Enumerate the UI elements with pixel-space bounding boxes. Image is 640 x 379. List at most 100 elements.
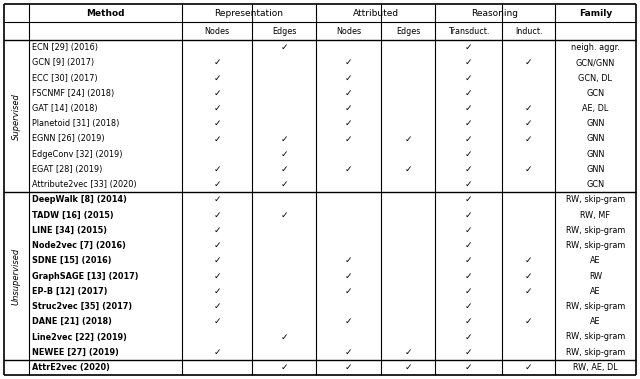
Text: RW, MF: RW, MF [580,211,611,219]
Text: ✓: ✓ [345,58,352,67]
Text: ✓: ✓ [213,211,221,219]
Text: EGAT [28] (2019): EGAT [28] (2019) [32,165,102,174]
Text: DeepWalk [8] (2014): DeepWalk [8] (2014) [32,196,127,204]
Text: GNN: GNN [586,150,605,159]
Text: ✓: ✓ [465,74,472,83]
Text: GraphSAGE [13] (2017): GraphSAGE [13] (2017) [32,271,138,280]
Text: Family: Family [579,8,612,17]
Text: RW, skip-gram: RW, skip-gram [566,302,625,311]
Text: ✓: ✓ [465,226,472,235]
Text: GNN: GNN [586,135,605,144]
Text: Attributed: Attributed [353,8,399,17]
Text: ECN [29] (2016): ECN [29] (2016) [32,43,98,52]
Text: LINE [34] (2015): LINE [34] (2015) [32,226,107,235]
Text: Reasoning: Reasoning [472,8,518,17]
Text: Nodes: Nodes [204,27,230,36]
Text: ✓: ✓ [345,89,352,98]
Text: ✓: ✓ [213,226,221,235]
Text: Node2vec [7] (2016): Node2vec [7] (2016) [32,241,126,250]
Text: ✓: ✓ [280,150,288,159]
Text: RW: RW [589,271,602,280]
Text: ✓: ✓ [345,119,352,128]
Text: ✓: ✓ [213,287,221,296]
Text: ✓: ✓ [465,348,472,357]
Text: ✓: ✓ [465,150,472,159]
Text: ✓: ✓ [465,104,472,113]
Text: ✓: ✓ [404,363,412,372]
Text: EdgeConv [32] (2019): EdgeConv [32] (2019) [32,150,122,159]
Text: ✓: ✓ [525,119,532,128]
Text: ✓: ✓ [345,165,352,174]
Text: AE: AE [590,256,601,265]
Text: ✓: ✓ [345,104,352,113]
Text: ✓: ✓ [213,196,221,204]
Text: RW, skip-gram: RW, skip-gram [566,196,625,204]
Text: ✓: ✓ [525,363,532,372]
Text: ✓: ✓ [525,271,532,280]
Text: ✓: ✓ [213,135,221,144]
Text: FSCNMF [24] (2018): FSCNMF [24] (2018) [32,89,115,98]
Text: ✓: ✓ [465,271,472,280]
Text: RW, AE, DL: RW, AE, DL [573,363,618,372]
Text: ✓: ✓ [525,104,532,113]
Text: AE, DL: AE, DL [582,104,609,113]
Text: RW, skip-gram: RW, skip-gram [566,226,625,235]
Text: ✓: ✓ [525,256,532,265]
Text: ✓: ✓ [465,332,472,341]
Text: neigh. aggr.: neigh. aggr. [571,43,620,52]
Text: GAT [14] (2018): GAT [14] (2018) [32,104,98,113]
Text: ✓: ✓ [525,58,532,67]
Text: ✓: ✓ [213,104,221,113]
Text: ✓: ✓ [465,119,472,128]
Text: GCN/GNN: GCN/GNN [576,58,615,67]
Text: GCN: GCN [586,89,605,98]
Text: Line2vec [22] (2019): Line2vec [22] (2019) [32,332,127,341]
Text: ✓: ✓ [345,317,352,326]
Text: ✓: ✓ [404,165,412,174]
Text: Method: Method [86,8,125,17]
Text: ✓: ✓ [280,135,288,144]
Text: ✓: ✓ [280,332,288,341]
Text: EGNN [26] (2019): EGNN [26] (2019) [32,135,104,144]
Text: ✓: ✓ [213,89,221,98]
Text: ✓: ✓ [213,317,221,326]
Text: ✓: ✓ [213,256,221,265]
Text: Induct.: Induct. [515,27,542,36]
Text: RW, skip-gram: RW, skip-gram [566,332,625,341]
Text: Supervised: Supervised [12,93,21,139]
Text: ✓: ✓ [465,135,472,144]
Text: ✓: ✓ [345,135,352,144]
Text: ✓: ✓ [213,271,221,280]
Text: AE: AE [590,287,601,296]
Text: ✓: ✓ [280,180,288,189]
Text: Edges: Edges [272,27,296,36]
Text: Edges: Edges [396,27,420,36]
Text: DANE [21] (2018): DANE [21] (2018) [32,317,112,326]
Text: Struc2vec [35] (2017): Struc2vec [35] (2017) [32,302,132,311]
Text: Representation: Representation [214,8,284,17]
Text: ✓: ✓ [213,241,221,250]
Text: ✓: ✓ [345,287,352,296]
Text: ✓: ✓ [345,363,352,372]
Text: GNN: GNN [586,165,605,174]
Text: NEWEE [27] (2019): NEWEE [27] (2019) [32,348,119,357]
Text: GCN, DL: GCN, DL [579,74,612,83]
Text: ✓: ✓ [345,348,352,357]
Text: Attribute2vec [33] (2020): Attribute2vec [33] (2020) [32,180,136,189]
Text: ✓: ✓ [213,74,221,83]
Text: ✓: ✓ [213,165,221,174]
Text: ✓: ✓ [404,135,412,144]
Text: Transduct.: Transduct. [448,27,489,36]
Text: ✓: ✓ [465,180,472,189]
Text: ✓: ✓ [213,302,221,311]
Text: AE: AE [590,317,601,326]
Text: ✓: ✓ [465,363,472,372]
Text: ✓: ✓ [280,363,288,372]
Text: ✓: ✓ [280,165,288,174]
Text: TADW [16] (2015): TADW [16] (2015) [32,211,114,219]
Text: ✓: ✓ [525,317,532,326]
Text: ✓: ✓ [465,196,472,204]
Text: ✓: ✓ [345,256,352,265]
Text: GNN: GNN [586,119,605,128]
Text: ✓: ✓ [465,241,472,250]
